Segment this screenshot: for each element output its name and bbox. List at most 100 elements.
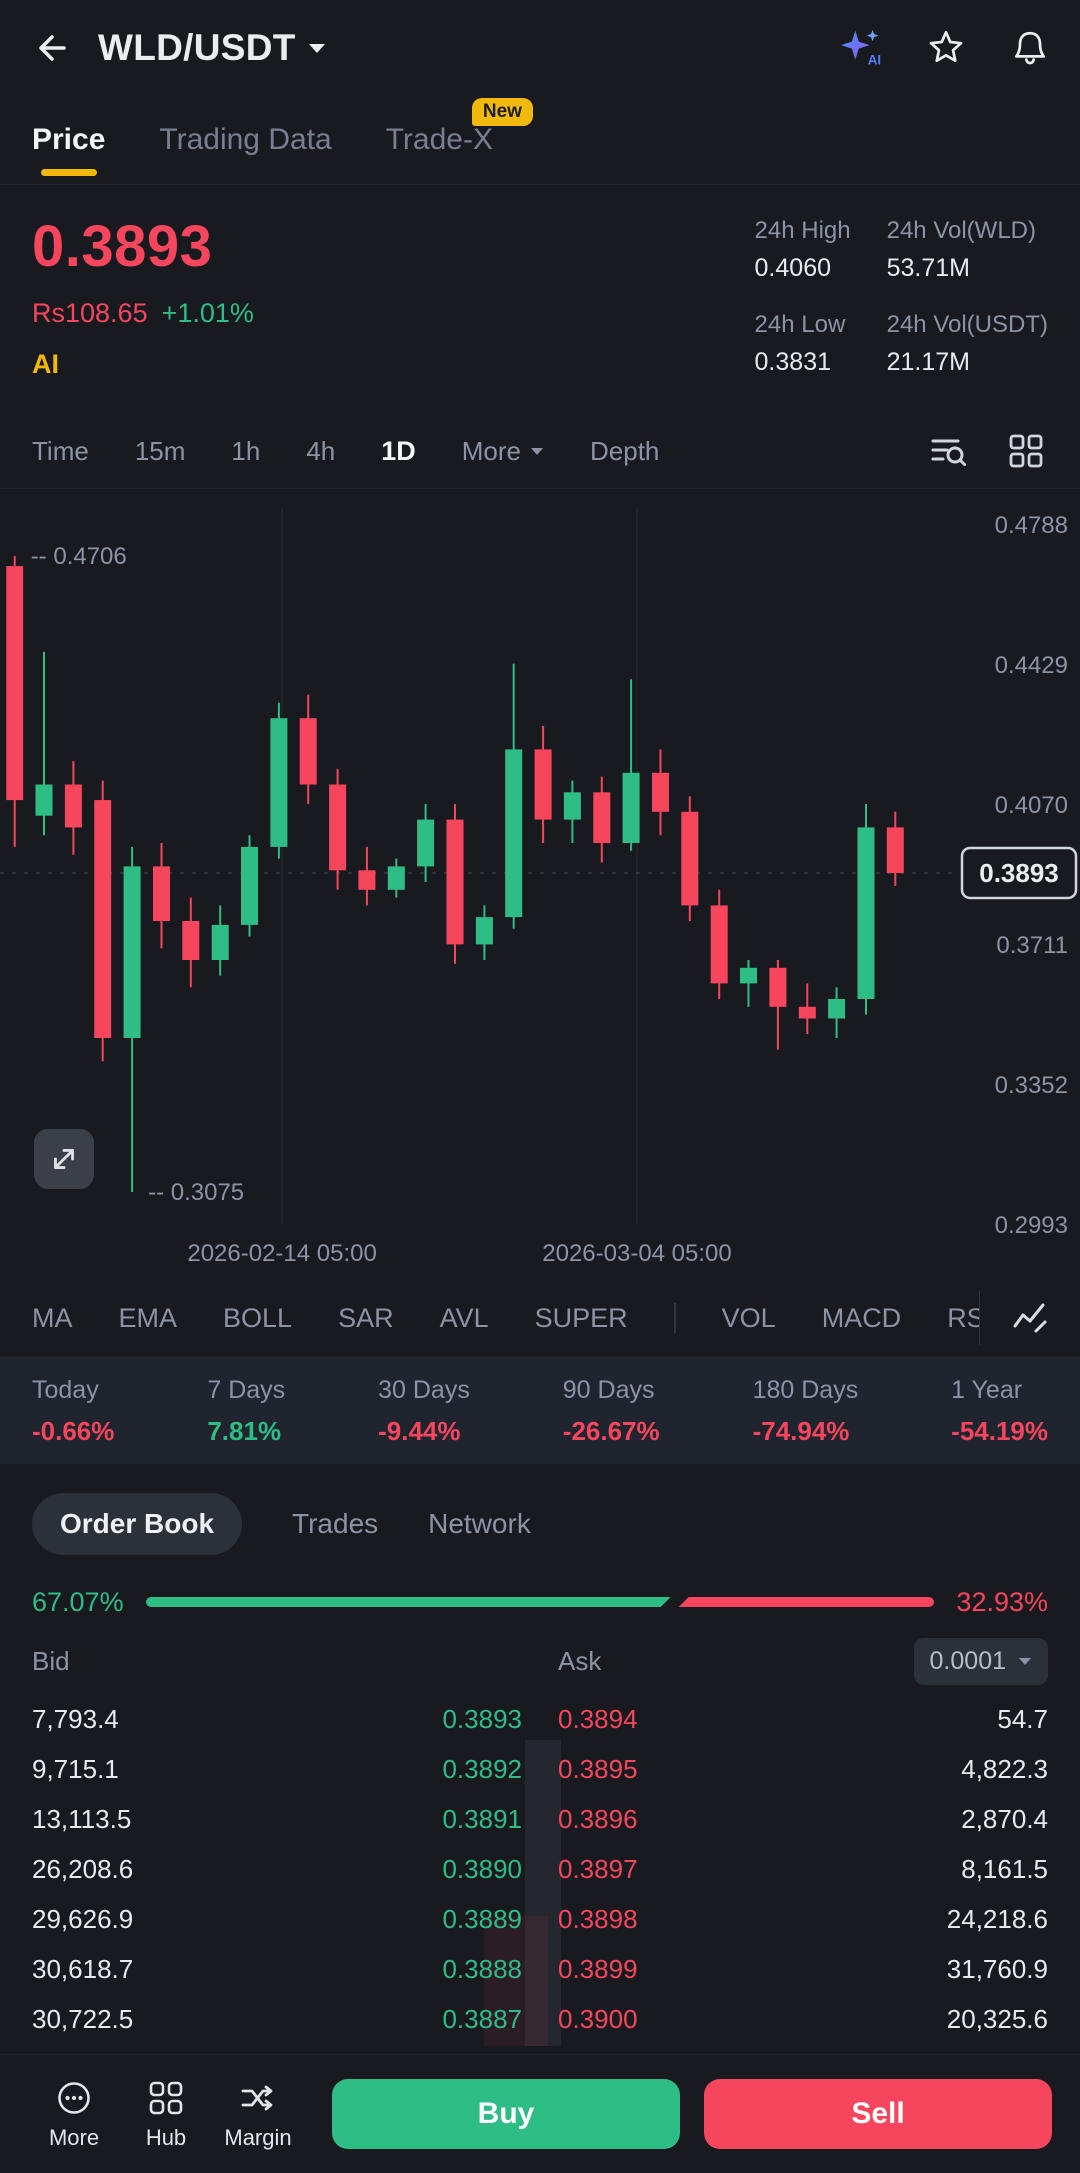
perf-7d: 7 Days 7.81% xyxy=(207,1375,286,1446)
depth-ratio-bar xyxy=(146,1597,935,1607)
pair-selector[interactable]: WLD/USDT xyxy=(98,27,326,69)
interval-15m[interactable]: 15m xyxy=(134,435,186,466)
top-icons: AI xyxy=(840,26,1052,70)
svg-text:0.4429: 0.4429 xyxy=(995,652,1068,679)
stats-grid: 24h High 0.4060 24h Vol(WLD) 53.71M 24h … xyxy=(755,213,1048,380)
ticker-section: 0.3893 Rs108.65 +1.01% AI 24h High 0.406… xyxy=(0,185,1080,414)
ask-percent: 32.93% xyxy=(956,1586,1048,1617)
interval-bar: Time 15m 1h 4h 1D More Depth xyxy=(0,414,1080,489)
hub-button[interactable]: Hub xyxy=(120,2078,212,2151)
stat-24h-low: 24h Low 0.3831 xyxy=(754,311,846,376)
stat-24h-vol-quote: 24h Vol(USDT) 21.17M xyxy=(886,311,1048,376)
margin-label: Margin xyxy=(224,2124,292,2150)
favorite-button[interactable] xyxy=(924,26,968,70)
tab-price[interactable]: Price xyxy=(32,96,105,184)
interval-1d[interactable]: 1D xyxy=(381,435,416,466)
indicator-vol[interactable]: VOL xyxy=(721,1302,776,1333)
svg-text:0.4070: 0.4070 xyxy=(995,792,1068,819)
orderbook-tabs: Order Book Trades Network xyxy=(0,1472,1080,1576)
tick-size-select[interactable]: 0.0001 xyxy=(913,1637,1048,1685)
bottom-action-bar: More Hub Margin Buy Sell xyxy=(0,2054,1080,2173)
bell-icon xyxy=(1014,31,1046,65)
indicator-super[interactable]: SUPER xyxy=(534,1302,628,1333)
tab-price-label: Price xyxy=(32,123,106,156)
change-percent: +1.01% xyxy=(161,298,254,328)
interval-1h[interactable]: 1h xyxy=(231,435,261,466)
new-badge: New xyxy=(471,98,533,126)
svg-text:AI: AI xyxy=(868,52,881,67)
svg-text:-- 0.4706: -- 0.4706 xyxy=(31,543,127,570)
bid-percent: 67.07% xyxy=(32,1586,124,1617)
svg-text:2026-02-14 05:00: 2026-02-14 05:00 xyxy=(187,1240,377,1267)
chevron-down-icon xyxy=(531,447,543,455)
order-book-row[interactable]: 29,626.9 0.3889 0.3898 24,218.6 xyxy=(32,1903,1048,1934)
order-book-row[interactable]: 26,208.6 0.3890 0.3897 8,161.5 xyxy=(32,1853,1048,1884)
back-arrow-icon xyxy=(39,35,66,61)
sell-button[interactable]: Sell xyxy=(704,2079,1052,2149)
indicator-settings-button[interactable] xyxy=(926,429,970,473)
order-book-row[interactable]: 9,715.1 0.3892 0.3895 4,822.3 xyxy=(32,1753,1048,1784)
svg-text:-- 0.3075: -- 0.3075 xyxy=(148,1179,244,1206)
depth-view-button[interactable]: Depth xyxy=(590,435,660,466)
depth-bar-ask xyxy=(678,1597,935,1607)
ai-assistant-button[interactable]: AI xyxy=(840,26,884,70)
tab-trade-x[interactable]: Trade-X New xyxy=(385,96,533,184)
indicator-edit-button[interactable] xyxy=(979,1291,1080,1345)
order-book-row[interactable]: 13,113.5 0.3891 0.3896 2,870.4 xyxy=(32,1803,1048,1834)
svg-text:0.4788: 0.4788 xyxy=(995,512,1068,539)
indicator-boll[interactable]: BOLL xyxy=(223,1302,293,1333)
svg-text:0.3711: 0.3711 xyxy=(996,932,1068,959)
order-book-row[interactable]: 30,618.7 0.3888 0.3899 31,760.9 xyxy=(32,1953,1048,1984)
list-search-icon xyxy=(931,439,966,466)
interval-4h[interactable]: 4h xyxy=(306,435,336,466)
chevron-down-icon xyxy=(1019,1657,1031,1665)
layout-grid-button[interactable] xyxy=(1004,429,1048,473)
back-button[interactable] xyxy=(28,26,72,70)
orderbook-rows: 7,793.4 0.3893 0.3894 54.7 9,715.1 0.3892 0… xyxy=(0,1694,1080,2052)
tab-trading-data[interactable]: Trading Data xyxy=(159,96,331,184)
tab-trades[interactable]: Trades xyxy=(292,1508,379,1539)
active-tab-underline xyxy=(40,169,97,176)
indicator-ema[interactable]: EMA xyxy=(118,1302,178,1333)
tab-trade-x-label: Trade-X xyxy=(385,123,493,156)
perf-30d: 30 Days -9.44% xyxy=(378,1375,470,1446)
tab-network[interactable]: Network xyxy=(428,1508,531,1539)
expand-chart-button[interactable] xyxy=(34,1129,94,1189)
indicator-sar[interactable]: SAR xyxy=(338,1302,394,1333)
bid-column-header: Bid xyxy=(32,1645,70,1676)
line-chart-icon xyxy=(1013,1303,1047,1333)
tab-order-book[interactable]: Order Book xyxy=(32,1493,243,1555)
order-book-row[interactable]: 7,793.4 0.3893 0.3894 54.7 xyxy=(32,1703,1048,1734)
ask-column-header: Ask xyxy=(558,1645,602,1676)
ask-depth-histogram xyxy=(524,1740,561,2046)
price-block: 0.3893 Rs108.65 +1.01% AI xyxy=(32,213,254,380)
interval-time[interactable]: Time xyxy=(32,435,89,466)
buy-button[interactable]: Buy xyxy=(332,2079,680,2149)
stat-24h-vol-base: 24h Vol(WLD) 53.71M xyxy=(886,217,1036,282)
grid-icon xyxy=(1009,434,1043,468)
expand-icon xyxy=(54,1149,74,1169)
stat-24h-high: 24h High 0.4060 xyxy=(754,217,851,282)
indicator-ma[interactable]: MA xyxy=(32,1302,73,1333)
svg-text:0.2993: 0.2993 xyxy=(995,1212,1068,1239)
ai-summary-link[interactable]: AI xyxy=(32,349,59,379)
more-label: More xyxy=(48,2124,100,2150)
indicator-avl[interactable]: AVL xyxy=(439,1302,489,1333)
performance-strip: Today -0.66% 7 Days 7.81% 30 Days -9.44%… xyxy=(0,1358,1080,1464)
margin-arrows-icon xyxy=(241,2085,273,2110)
candlestick-chart[interactable]: 0.4788 0.4429 0.4070 0.3711 0.3352 0.2993 -- 0… xyxy=(0,489,1080,1279)
star-icon xyxy=(929,30,963,63)
order-book-row[interactable]: 30,722.5 0.3887 0.3900 20,325.6 xyxy=(32,2003,1048,2034)
notifications-button[interactable] xyxy=(1008,26,1052,70)
indicator-rsi[interactable]: RSI xyxy=(947,1302,979,1333)
interval-more-dropdown[interactable]: More xyxy=(462,436,544,467)
chevron-down-icon xyxy=(308,43,325,53)
more-circle-icon xyxy=(58,2081,90,2114)
margin-button[interactable]: Margin xyxy=(212,2078,304,2151)
tab-trading-data-label: Trading Data xyxy=(159,123,332,156)
perf-90d: 90 Days -26.67% xyxy=(562,1375,660,1446)
indicator-macd[interactable]: MACD xyxy=(821,1302,902,1333)
top-bar: WLD/USDT AI xyxy=(0,0,1080,96)
more-button[interactable]: More xyxy=(28,2078,120,2151)
